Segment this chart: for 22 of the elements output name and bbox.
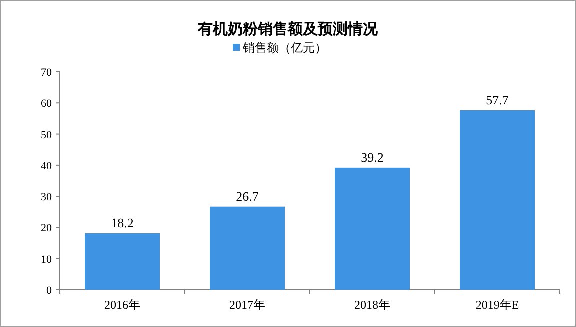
- legend: 销售额（亿元）: [233, 41, 327, 55]
- x-tick-label: 2019年E: [476, 298, 520, 312]
- y-tick-label: 0: [46, 285, 52, 297]
- title: 有机奶粉销售额及预测情况: [198, 20, 378, 38]
- data-label: 39.2: [361, 150, 384, 165]
- y-tick-label: 10: [41, 254, 52, 266]
- bar: [335, 168, 410, 290]
- x-tick-label: 2016年: [104, 298, 140, 312]
- y-tick-label: 20: [41, 222, 52, 235]
- y-tick-label: 70: [41, 67, 52, 79]
- data-label: 26.7: [236, 188, 260, 204]
- data-label: 57.7: [486, 92, 510, 108]
- x-tick-label: 2017年: [230, 298, 266, 312]
- y-tick-label: 60: [41, 98, 52, 110]
- y-tick-label: 40: [41, 160, 52, 172]
- x-tick-label: 2018年: [354, 298, 390, 312]
- bar: [460, 110, 535, 290]
- y-tick-label: 50: [41, 129, 52, 142]
- bar: [85, 233, 160, 290]
- y-tick-label: 30: [41, 192, 52, 204]
- data-label: 18.2: [111, 215, 134, 230]
- bar: [210, 206, 285, 290]
